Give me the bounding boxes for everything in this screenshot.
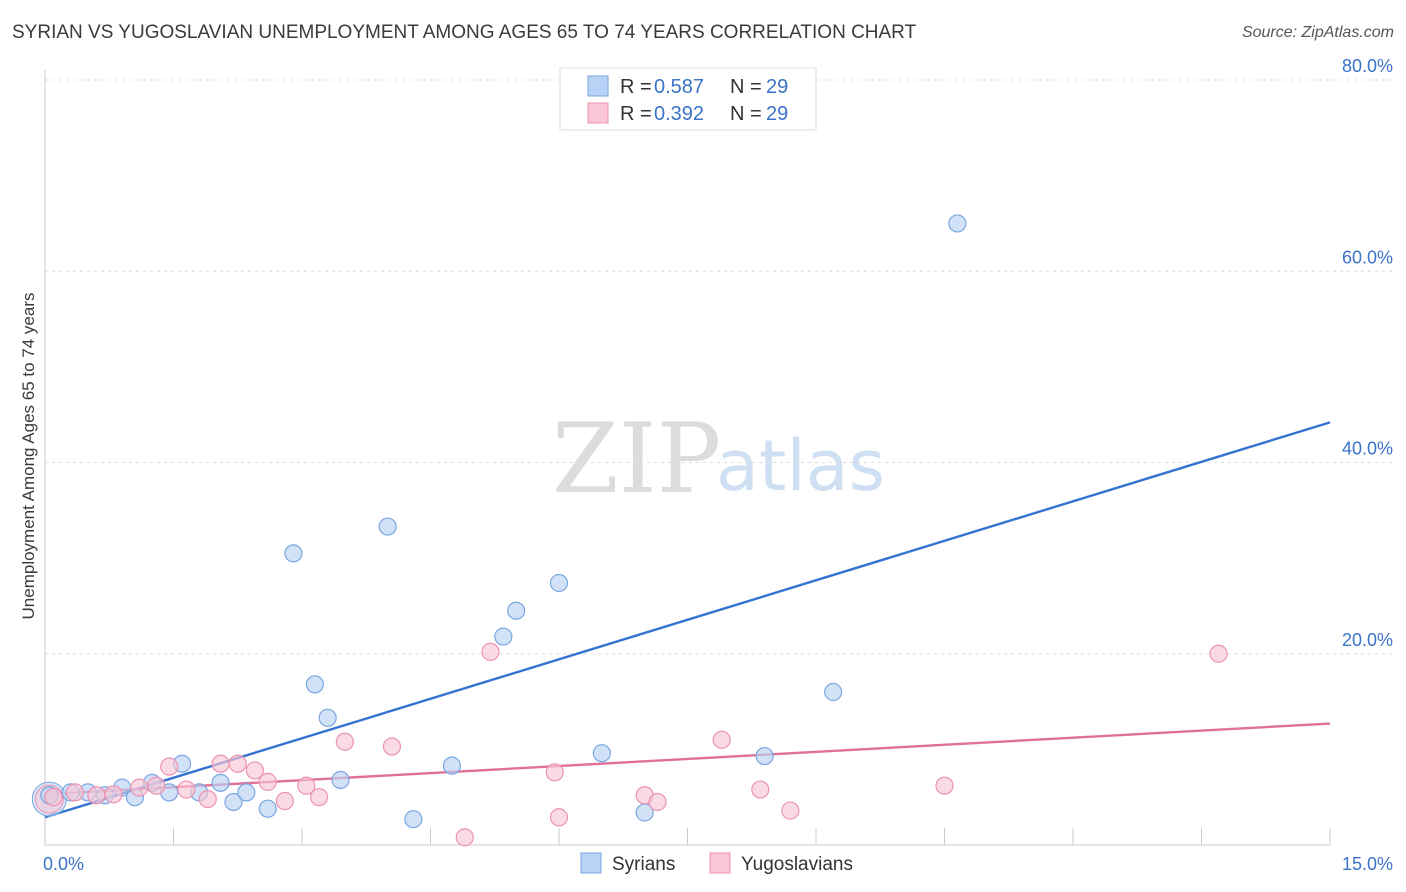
legend-yugoslavians-n-label: N = (730, 103, 762, 125)
x-tick-label-max: 15.0% (1342, 854, 1393, 874)
point-yugoslavians (198, 789, 217, 809)
legend-yugoslavians-n-value: 29 (766, 103, 788, 125)
chart-title: SYRIAN VS YUGOSLAVIAN UNEMPLOYMENT AMONG… (12, 22, 917, 43)
point-syrians (224, 792, 243, 812)
point-syrians (378, 517, 397, 536)
point-yugoslavians (648, 792, 667, 812)
data-points (31, 214, 1228, 847)
y-tick-label: 80.0% (1342, 56, 1393, 76)
point-yugoslavians (211, 754, 230, 773)
point-syrians (592, 744, 611, 763)
point-yugoslavians (147, 776, 166, 795)
point-syrians (948, 214, 967, 233)
bottom-legend-yugoslavians-swatch (709, 852, 731, 874)
legend-yugoslavians-swatch (587, 102, 609, 124)
point-yugoslavians (258, 772, 277, 791)
point-yugoslavians (297, 776, 316, 795)
bottom-legend: Syrians Yugoslavians (580, 852, 853, 875)
legend-yugoslavians-r-label: R = (620, 103, 652, 125)
point-syrians (824, 682, 843, 702)
point-syrians (549, 573, 569, 593)
axes: 20.0% 40.0% 60.0% 80.0% 0.0% 15.0% (43, 56, 1393, 874)
point-yugoslavians (545, 763, 564, 782)
point-yugoslavians (177, 780, 196, 799)
point-syrians (237, 783, 256, 802)
point-yugoslavians (228, 754, 247, 773)
bottom-legend-syrians-label: Syrians (612, 854, 675, 875)
legend-yugoslavians-r-value: 0.392 (654, 103, 704, 125)
grid (45, 79, 1392, 655)
point-yugoslavians (310, 788, 329, 807)
point-syrians (755, 746, 774, 766)
y-tick-label: 20.0% (1342, 630, 1393, 650)
point-syrians (284, 544, 303, 563)
point-yugoslavians (481, 642, 500, 661)
point-yugoslavians (65, 783, 85, 802)
point-yugoslavians (44, 788, 63, 807)
x-tick-label-min: 0.0% (43, 854, 84, 874)
legend: R = 0.587 N = 29 R = 0.392 N = 29 (559, 67, 817, 131)
point-syrians (494, 627, 513, 646)
point-syrians (318, 708, 337, 727)
point-yugoslavians (275, 791, 294, 811)
point-syrians (507, 601, 526, 620)
trend-line-syrians (44, 421, 1331, 819)
watermark-zip: ZIP (552, 403, 721, 515)
point-syrians (258, 799, 277, 818)
source-label: Source: ZipAtlas.com (1241, 24, 1394, 41)
point-yugoslavians (160, 757, 179, 776)
point-yugoslavians (455, 828, 474, 847)
legend-syrians-swatch (587, 75, 609, 97)
point-yugoslavians (87, 786, 106, 805)
legend-syrians-n-label: N = (730, 76, 762, 98)
point-yugoslavians (751, 780, 770, 799)
point-yugoslavians (781, 801, 800, 820)
point-syrians (211, 773, 230, 792)
point-yugoslavians (245, 761, 264, 780)
point-yugoslavians (335, 732, 354, 751)
watermark-atlas: atlas (716, 425, 885, 507)
y-tick-label: 40.0% (1342, 439, 1393, 459)
point-syrians (331, 770, 350, 790)
bottom-legend-syrians-swatch (580, 852, 602, 874)
legend-syrians-r-value: 0.587 (654, 76, 704, 98)
legend-syrians-n-value: 29 (766, 76, 788, 98)
point-yugoslavians (549, 808, 569, 827)
point-syrians (442, 756, 462, 775)
bottom-legend-yugoslavians-label: Yugoslavians (741, 854, 853, 875)
y-tick-label: 60.0% (1342, 247, 1393, 267)
point-yugoslavians (712, 730, 731, 749)
point-yugoslavians (935, 776, 954, 795)
point-yugoslavians (1209, 644, 1228, 663)
legend-syrians-r-label: R = (620, 76, 652, 98)
y-axis-label: Unemployment Among Ages 65 to 74 years (19, 293, 38, 620)
point-yugoslavians (104, 785, 123, 804)
point-yugoslavians (130, 778, 149, 797)
point-syrians (404, 810, 423, 829)
point-syrians (305, 675, 324, 694)
point-yugoslavians (382, 737, 402, 756)
